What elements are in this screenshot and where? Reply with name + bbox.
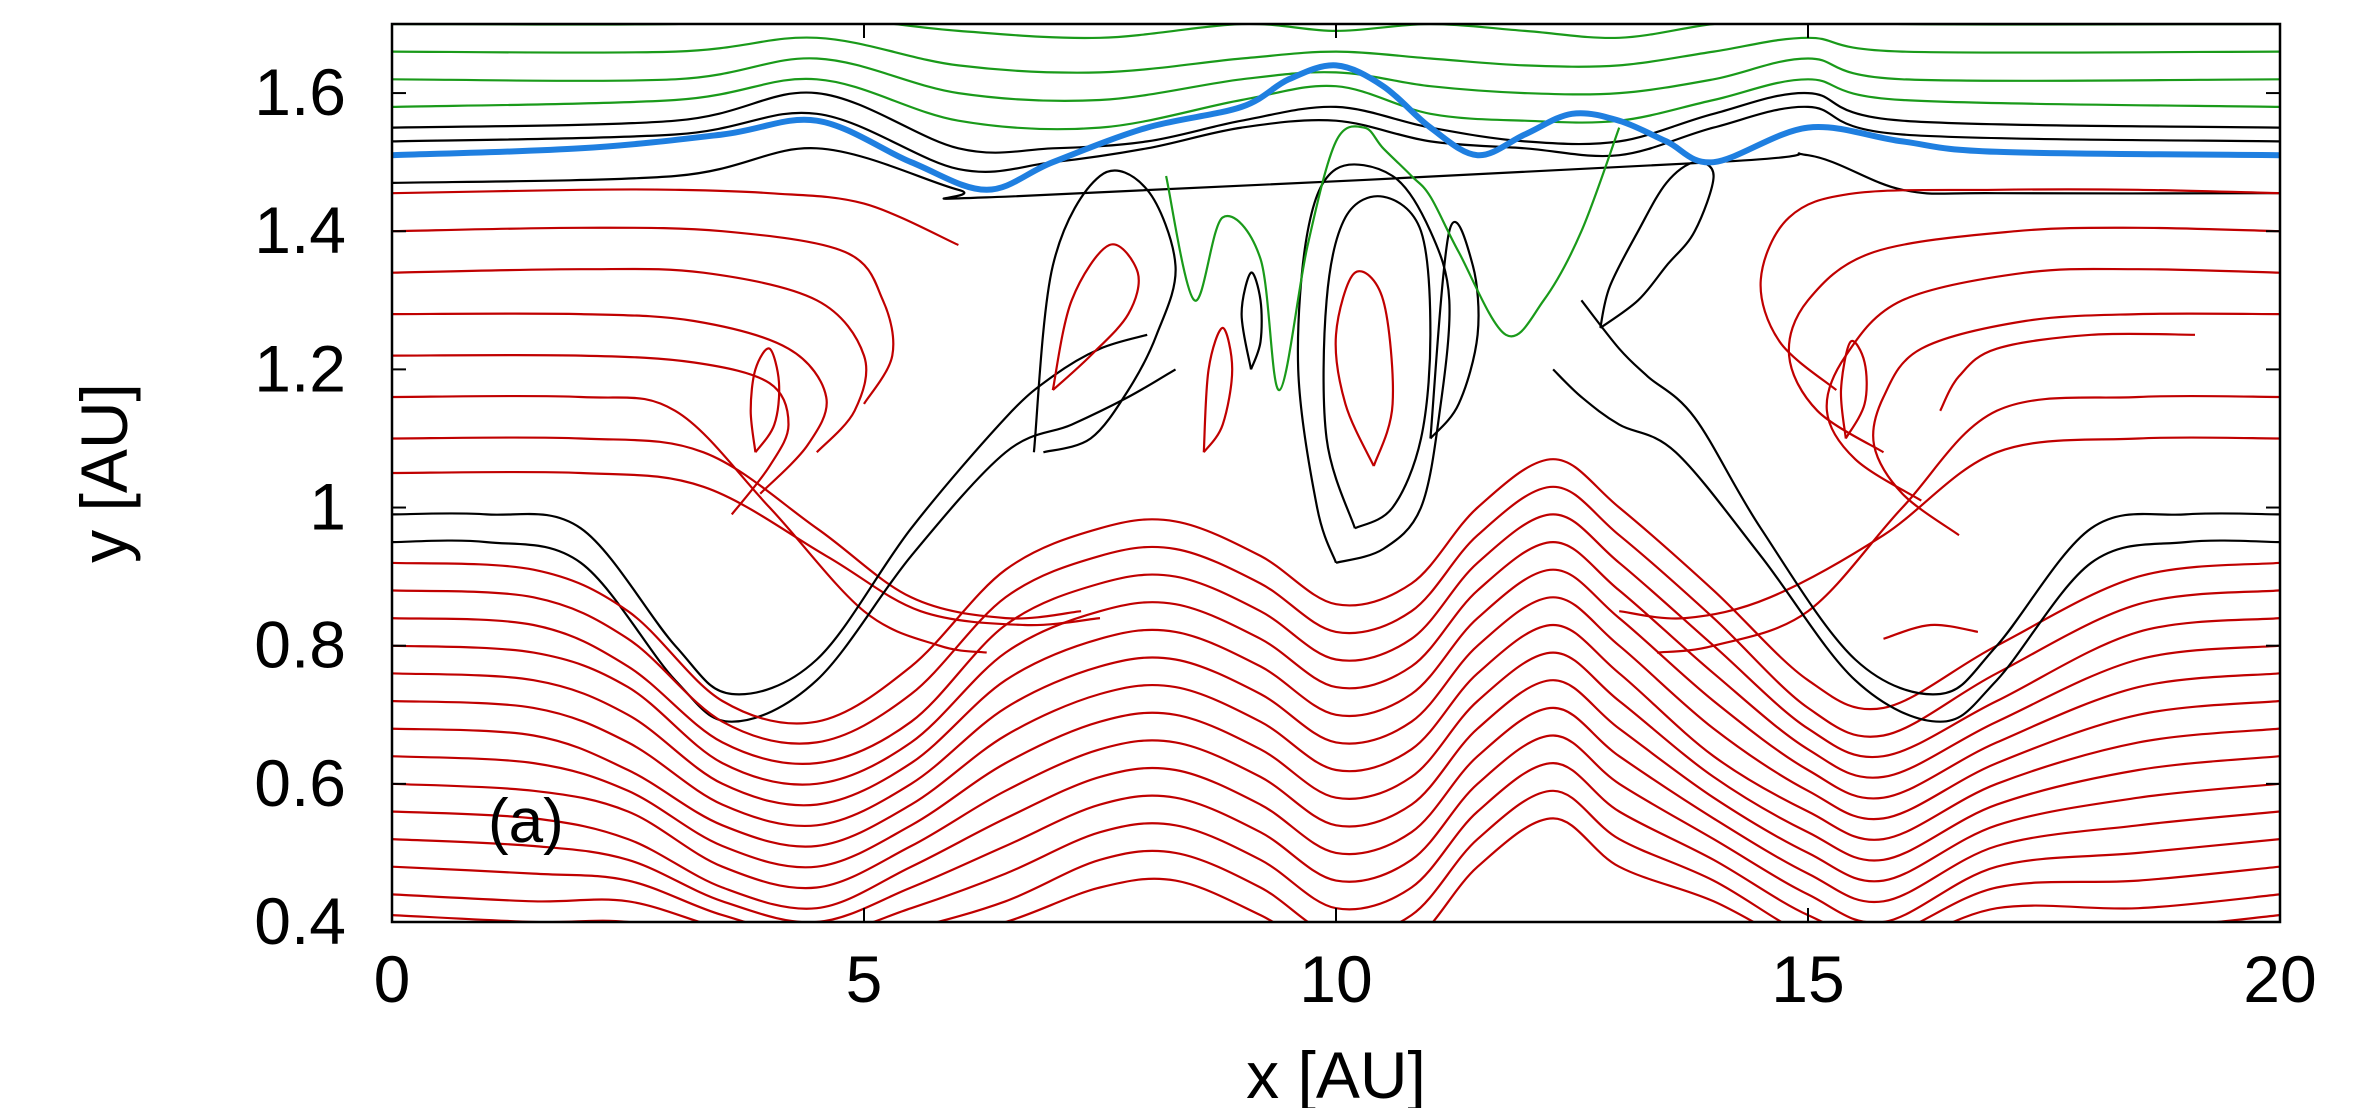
- y-tick-label: 1.2: [254, 331, 346, 405]
- x-tick-label: 20: [2243, 942, 2316, 1016]
- streamline-black-6: [392, 147, 2280, 200]
- streamline-green-3: [392, 77, 2280, 131]
- panel-label: (a): [488, 787, 564, 856]
- streamline-black-4: [392, 91, 2280, 154]
- y-tick-label: 1.4: [254, 193, 346, 267]
- streamline-black-48: [1429, 220, 1480, 440]
- y-tick-label: 0.4: [254, 884, 346, 958]
- streamline-red-39: [1619, 436, 2280, 620]
- streamline-black-50: [1032, 169, 1177, 454]
- streamline-red-20: [392, 541, 2280, 786]
- streamline-green-0: [392, 24, 2280, 40]
- streamline-red-35: [1825, 267, 2280, 502]
- x-axis-label: x [AU]: [1246, 1038, 1426, 1108]
- x-tick-label: 15: [1771, 942, 1844, 1016]
- streamline-red-40: [1883, 623, 1979, 640]
- streamline-black-42: [1552, 368, 2280, 723]
- streamline-black-15: [392, 333, 1148, 696]
- x-tick-label: 10: [1299, 942, 1372, 1016]
- streamline-black-5: [392, 105, 2280, 173]
- x-tick-label: 5: [846, 942, 883, 1016]
- streamline-red-9: [392, 267, 868, 454]
- streamline-red-22: [392, 596, 2280, 828]
- streamline-red-23: [392, 623, 2280, 848]
- y-tick-label: 1: [309, 470, 346, 544]
- streamline-black-41: [1580, 299, 2280, 696]
- streamline-green-1: [392, 36, 2280, 74]
- streamline-red-19: [392, 513, 2280, 765]
- streamline-red-49: [1334, 270, 1394, 467]
- streamline-black-45: [1240, 271, 1263, 370]
- streamline-red-31: [749, 347, 781, 453]
- streamline-black-52: [1599, 160, 1715, 329]
- streamline-red-33: [1759, 188, 2280, 391]
- streamline-red-29: [392, 789, 2280, 922]
- streamline-red-18: [392, 485, 2280, 745]
- streamline-red-21: [392, 568, 2280, 807]
- streamline-red-17: [392, 458, 2280, 725]
- streamline-black-47: [1322, 195, 1432, 530]
- streamline-green-51: [1165, 125, 1621, 392]
- streamline-red-32: [1839, 339, 1868, 440]
- streamline-black-46: [1296, 163, 1451, 564]
- streamline-red-11: [392, 353, 790, 516]
- plot-frame: [390, 22, 2282, 924]
- streamline-red-12: [392, 394, 987, 654]
- streamline-red-27: [392, 734, 2280, 922]
- streamline-red-36: [1872, 312, 2280, 537]
- streamline-red-44: [1202, 326, 1234, 453]
- streamline-red-14: [392, 470, 1101, 627]
- streamline-red-25: [392, 679, 2280, 890]
- y-tick-label: 0.6: [254, 746, 346, 820]
- streamline-red-7: [392, 188, 959, 247]
- axis-ticks: 0 5 10 15 20 0.4 0.6 0.8 1 1.2 1.4 1.6: [254, 24, 2317, 1016]
- streamline-red-10: [392, 312, 828, 495]
- streamline-red-24: [392, 651, 2280, 869]
- streamline-red-38: [1656, 394, 2280, 654]
- interface-line: [392, 62, 2280, 193]
- y-tick-label: 0.8: [254, 608, 346, 682]
- y-tick-label: 1.6: [254, 55, 346, 129]
- x-tick-label: 0: [374, 942, 411, 1016]
- y-axis-label: y [AU]: [67, 383, 141, 563]
- streamline-red-13: [392, 436, 1082, 620]
- streamline-red-34: [1787, 226, 2280, 454]
- streamline-red-26: [392, 706, 2280, 910]
- streamline-black-16: [392, 368, 1177, 723]
- streamlines: [392, 24, 2280, 922]
- streamline-red-37: [1939, 332, 2196, 412]
- streamline-red-8: [392, 226, 895, 405]
- streamline-red-43: [1051, 243, 1140, 391]
